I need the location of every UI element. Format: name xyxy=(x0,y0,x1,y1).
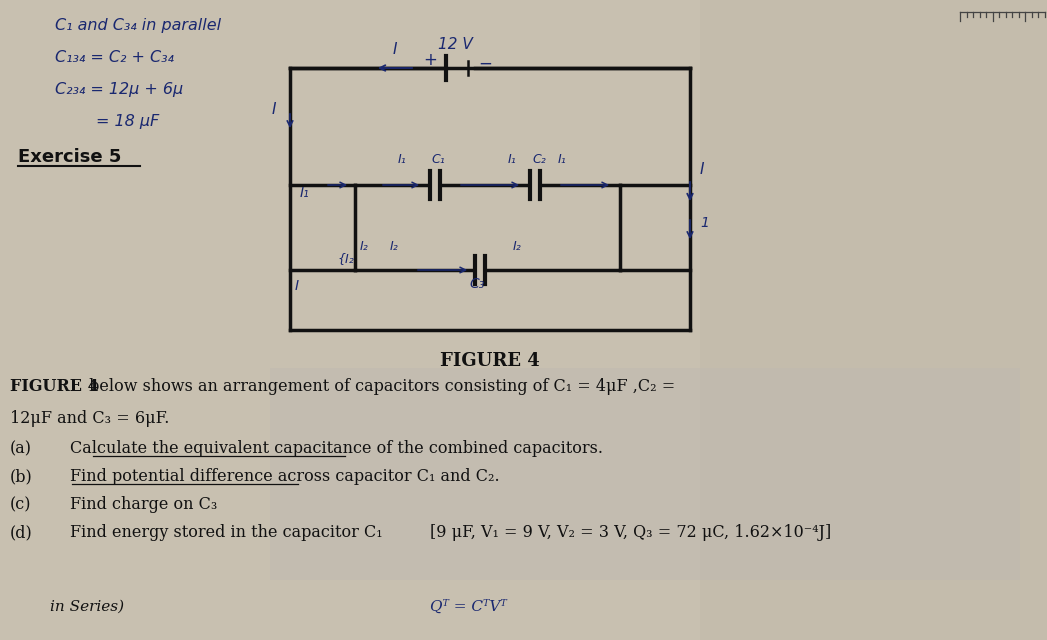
Text: FIGURE 4: FIGURE 4 xyxy=(440,352,540,370)
Text: Calculate the equivalent capacitance of the combined capacitors.: Calculate the equivalent capacitance of … xyxy=(70,440,603,457)
Text: 12μF and C₃ = 6μF.: 12μF and C₃ = 6μF. xyxy=(10,410,170,427)
Text: −: − xyxy=(478,55,492,73)
Text: FIGURE 4: FIGURE 4 xyxy=(10,378,98,395)
Text: Exercise 5: Exercise 5 xyxy=(18,148,121,166)
Text: I: I xyxy=(393,42,397,57)
Text: (a): (a) xyxy=(10,440,32,457)
Text: C₁: C₁ xyxy=(431,153,445,166)
Text: I₂: I₂ xyxy=(513,240,521,253)
Text: = 18 μF: = 18 μF xyxy=(55,114,159,129)
Text: C₂₃₄ = 12μ + 6μ: C₂₃₄ = 12μ + 6μ xyxy=(55,82,183,97)
Text: C₁ and C₃₄ in parallel: C₁ and C₃₄ in parallel xyxy=(55,18,221,33)
Text: I₁: I₁ xyxy=(300,186,310,200)
Bar xyxy=(270,368,1020,580)
Text: Qᵀ = CᵀVᵀ: Qᵀ = CᵀVᵀ xyxy=(430,600,507,614)
Text: 1: 1 xyxy=(700,216,709,230)
Text: Find potential difference across capacitor C₁ and C₂.: Find potential difference across capacit… xyxy=(70,468,499,485)
Text: Find charge on C₃: Find charge on C₃ xyxy=(70,496,218,513)
Text: I: I xyxy=(700,162,705,177)
Text: (d): (d) xyxy=(10,524,32,541)
Text: in Series): in Series) xyxy=(50,600,125,614)
Text: I₁: I₁ xyxy=(558,153,566,166)
Text: I₂: I₂ xyxy=(389,240,399,253)
Text: I: I xyxy=(272,102,276,117)
Text: (c): (c) xyxy=(10,496,31,513)
Text: I₁: I₁ xyxy=(508,153,517,166)
Text: [9 μF, V₁ = 9 V, V₂ = 3 V, Q₃ = 72 μC, 1.62×10⁻⁴J]: [9 μF, V₁ = 9 V, V₂ = 3 V, Q₃ = 72 μC, 1… xyxy=(430,524,831,541)
Text: C₃: C₃ xyxy=(469,277,485,291)
Bar xyxy=(700,0,1047,640)
Text: I₁: I₁ xyxy=(398,153,406,166)
Text: below shows an arrangement of capacitors consisting of C₁ = 4μF ,C₂ =: below shows an arrangement of capacitors… xyxy=(84,378,675,395)
Text: I₂: I₂ xyxy=(360,240,369,253)
Text: C₁₃₄ = C₂ + C₃₄: C₁₃₄ = C₂ + C₃₄ xyxy=(55,50,174,65)
Text: I: I xyxy=(295,279,299,293)
Text: C₂: C₂ xyxy=(532,153,545,166)
Text: +: + xyxy=(423,51,437,69)
Text: 12 V: 12 V xyxy=(438,37,472,52)
Text: {I₂: {I₂ xyxy=(337,252,354,265)
Text: (b): (b) xyxy=(10,468,32,485)
Text: Find energy stored in the capacitor C₁: Find energy stored in the capacitor C₁ xyxy=(70,524,382,541)
